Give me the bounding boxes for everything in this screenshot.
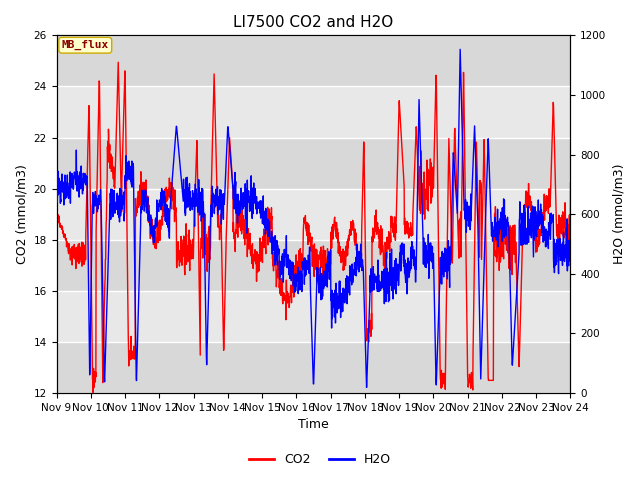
Text: MB_flux: MB_flux: [61, 40, 109, 50]
Title: LI7500 CO2 and H2O: LI7500 CO2 and H2O: [234, 15, 394, 30]
Bar: [56, 189, 570, 240]
Bar: [56, 86, 570, 138]
Y-axis label: H2O (mmol/m3): H2O (mmol/m3): [612, 164, 625, 264]
Bar: [56, 240, 570, 291]
Bar: [56, 342, 570, 393]
Bar: [56, 138, 570, 189]
Bar: [56, 291, 570, 342]
Bar: [56, 36, 570, 86]
X-axis label: Time: Time: [298, 419, 329, 432]
Legend: CO2, H2O: CO2, H2O: [244, 448, 396, 471]
Y-axis label: CO2 (mmol/m3): CO2 (mmol/m3): [15, 164, 28, 264]
